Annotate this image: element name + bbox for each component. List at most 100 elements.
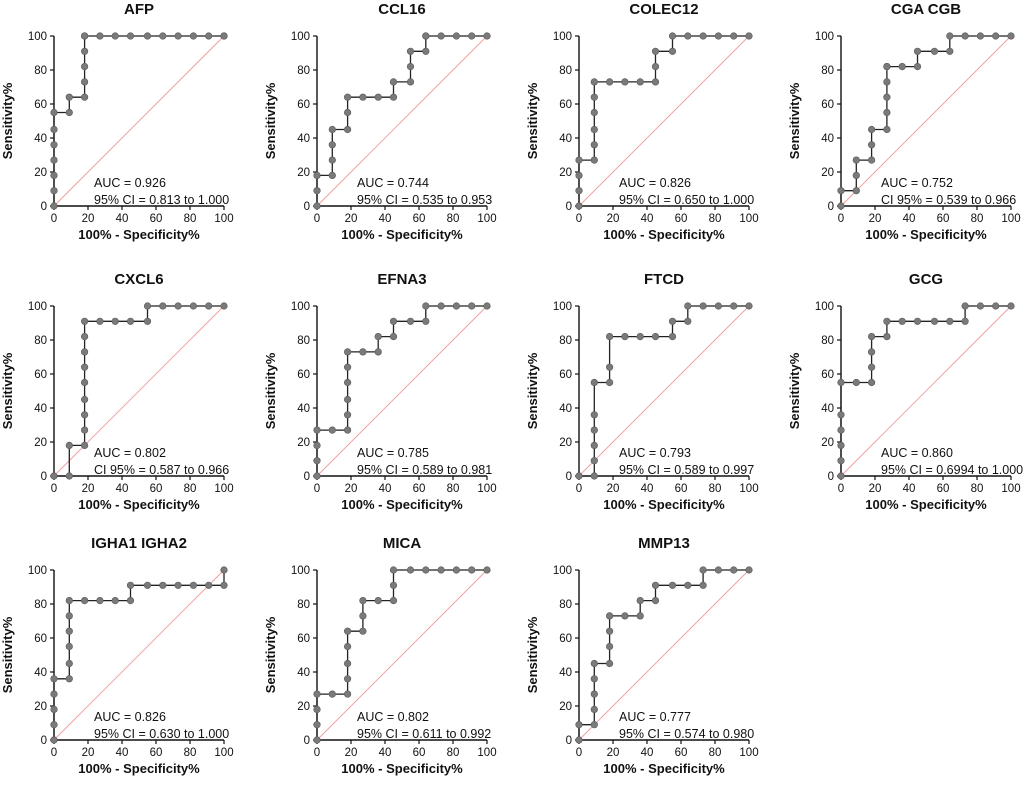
chart3-roc-point: [867, 156, 876, 164]
chart9-roc-point: [313, 736, 321, 744]
chart9-roc-point: [359, 596, 367, 605]
chart2-y-tick-label: 100: [553, 31, 572, 43]
chart4-y-tick-label: 0: [41, 471, 47, 483]
chart4-roc-point: [80, 333, 89, 341]
chart1-roc-point: [374, 93, 382, 101]
chart5-roc-point: [313, 457, 321, 465]
chart3-roc-point: [992, 32, 1000, 40]
chart5-roc-point: [313, 441, 321, 450]
chart3-roc-point: [852, 187, 860, 195]
chart10-roc-point: [699, 581, 707, 589]
chart4-roc-point: [174, 302, 182, 310]
chart1-ci-label: 95% CI = 0.535 to 0.953: [357, 193, 492, 207]
chart2-ci-label: 95% CI = 0.650 to 1.000: [619, 193, 754, 207]
chart4-roc-point: [80, 411, 89, 419]
chart6-y-tick-label: 20: [559, 437, 572, 449]
chart10-roc-point: [590, 721, 598, 729]
chart3-roc-point: [913, 62, 922, 71]
chart9-roc-point: [344, 642, 352, 651]
chart5-title: EFNA3: [377, 271, 426, 288]
chart8-roc-point: [205, 581, 213, 589]
chart0-y-tick-label: 0: [41, 201, 47, 213]
chart8-roc-point: [50, 721, 58, 729]
chart10-x-tick-label: 60: [675, 747, 688, 759]
chart6-roc-point: [590, 457, 598, 465]
chart9-y-tick-label: 60: [297, 633, 310, 645]
chart7-roc-point: [837, 378, 845, 387]
chart5-roc-point: [406, 317, 415, 325]
chart6-x-axis-label: 100% - Specificity%: [603, 497, 725, 512]
chart7-roc-point: [961, 302, 969, 310]
chart4-y-tick-label: 100: [28, 301, 47, 313]
chart6-x-tick-label: 100: [739, 483, 758, 495]
chart4-roc-point: [220, 302, 228, 310]
chart8-y-tick-label: 40: [34, 667, 47, 679]
chart8-title: IGHA1 IGHA2: [91, 535, 187, 552]
chart0-roc-point: [111, 32, 119, 40]
chart3-roc-point: [867, 125, 876, 134]
chart6-x-tick-label: 20: [607, 483, 620, 495]
chart9-x-tick-label: 60: [413, 747, 426, 759]
chart9-roc-point: [344, 659, 352, 668]
chart1-x-tick-label: 60: [413, 213, 426, 225]
chart5-roc-point: [374, 348, 382, 356]
chart10-x-tick-label: 80: [709, 747, 722, 759]
chart7-y-tick-label: 80: [821, 335, 834, 347]
chart2-roc-point: [605, 78, 614, 86]
chart5-roc-point: [483, 302, 491, 310]
chart0-roc-point: [174, 32, 182, 40]
chart10-x-axis-label: 100% - Specificity%: [603, 761, 725, 776]
chart9-x-axis-label: 100% - Specificity%: [341, 761, 463, 776]
chart3-roc-point: [946, 47, 954, 55]
chart8-roc-point: [96, 596, 104, 605]
chart8-roc-point: [126, 596, 135, 605]
chart8-auc-label: AUC = 0.826: [94, 710, 166, 724]
chart8-roc-point: [50, 705, 58, 714]
chart8-x-tick-label: 60: [150, 747, 163, 759]
chart6-roc-point: [590, 378, 598, 387]
chart0-roc-point: [65, 93, 73, 101]
chart0-roc-point: [80, 47, 89, 55]
chart6-y-tick-label: 40: [559, 403, 572, 415]
chart2-roc-point: [621, 78, 629, 86]
chart2-x-axis-label: 100% - Specificity%: [603, 227, 725, 242]
chart5-x-tick-label: 60: [413, 483, 426, 495]
chart0-roc-point: [65, 108, 73, 117]
chart4-roc-point: [80, 348, 89, 356]
chart4-roc-point: [143, 317, 152, 325]
chart2-x-tick-label: 20: [607, 213, 620, 225]
chart0-roc-point: [50, 171, 58, 179]
chart0-roc-point: [50, 125, 58, 134]
chart1-roc-point: [406, 78, 415, 86]
chart3-reference-line: [840, 35, 1012, 207]
chart3-roc-point: [883, 108, 891, 117]
chart6-roc-point: [575, 472, 583, 480]
chart4-roc-line: [54, 305, 224, 477]
chart3-y-tick-label: 40: [821, 133, 834, 145]
chart0-roc-point: [220, 32, 228, 40]
chart0-roc-point: [159, 32, 167, 40]
chart0-panel: AFP 0 20 40 60 80 100 0 20 40 60 80 100 100% - Specif…: [0, 1, 234, 242]
chart7-auc-label: AUC = 0.860: [881, 446, 953, 460]
chart9-roc-point: [374, 596, 382, 605]
chart1-y-tick-label: 80: [297, 65, 310, 77]
chart0-title: AFP: [124, 1, 154, 18]
chart10-title: MMP13: [638, 535, 690, 552]
chart2-roc-point: [684, 32, 692, 40]
chart5-y-tick-label: 80: [297, 335, 310, 347]
chart3-x-tick-label: 0: [838, 213, 844, 225]
chart0-y-tick-label: 100: [28, 31, 47, 43]
chart6-x-tick-label: 80: [709, 483, 722, 495]
chart9-y-tick-label: 80: [297, 599, 310, 611]
chart8-x-tick-label: 20: [82, 747, 95, 759]
chart2-roc-point: [651, 78, 660, 86]
chart2-roc-point: [590, 125, 598, 134]
chart4-roc-point: [50, 472, 58, 480]
chart4-roc-point: [96, 317, 104, 325]
chart2-roc-point: [590, 78, 598, 86]
chart9-y-axis-label: Sensitivity%: [263, 616, 278, 693]
chart4-roc-point: [143, 302, 152, 310]
chart7-roc-point: [883, 317, 891, 325]
chart5-roc-point: [359, 348, 367, 356]
chart1-x-tick-label: 0: [314, 213, 320, 225]
